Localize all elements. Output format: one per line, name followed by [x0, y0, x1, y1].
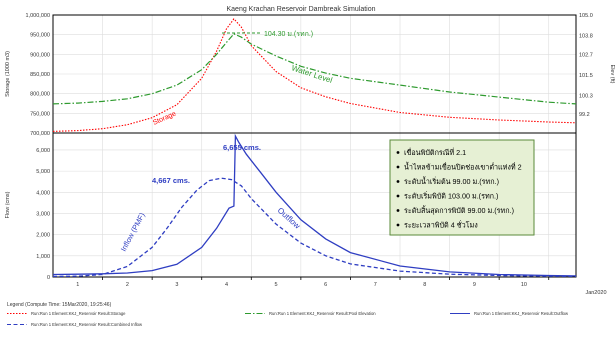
x-tick-label: 2 [126, 282, 129, 288]
bottom-y-tick-label: 6,000 [36, 148, 50, 154]
top-y-tick-label: 950,000 [30, 33, 50, 39]
top-y2-tick-label: 100.3 [579, 93, 593, 99]
peak-elevation-annotation: 104.30 ม.(รทก.) [264, 31, 313, 38]
bottom-y-tick-label: 5,000 [36, 169, 50, 175]
top-y2-axis-label: Elev (ft) [609, 65, 615, 84]
x-tick-label: 4 [225, 282, 228, 288]
top-y-tick-label: 750,000 [30, 111, 50, 117]
top-y2-tick-label: 102.7 [579, 52, 593, 58]
x-tick-label: 10 [521, 282, 527, 288]
inflow-peak-label: 4,667 cms. [152, 176, 190, 185]
top-y-tick-label: 800,000 [30, 92, 50, 98]
info-item: ระดับน้ำเริ่มต้น 99.00 ม.(รทก.) [404, 176, 499, 186]
info-bullet [397, 180, 400, 183]
top-y2-tick-label: 103.8 [579, 34, 593, 40]
top-y2-tick-label: 105.0 [579, 13, 593, 19]
bottom-y-tick-label: 2,000 [36, 233, 50, 239]
scenario-info-box: เขื่อนพิบัติกรณีที่ 2.1 น้ำไหลข้ามเขื่อนป… [390, 140, 534, 235]
top-y-tick-label: 700,000 [30, 131, 50, 137]
top-y-tick-label: 900,000 [30, 52, 50, 58]
bottom-y-tick-label: 1,000 [36, 254, 50, 260]
x-tick-label: 1 [76, 282, 79, 288]
legend-entry: Run:Run 1 Element:KKJ_Reservoir Result:O… [474, 311, 569, 316]
x-tick-label: 5 [275, 282, 278, 288]
bottom-y-tick-label: 4,000 [36, 190, 50, 196]
legend-entry: Run:Run 1 Element:KKJ_Reservoir Result:C… [31, 322, 143, 327]
legend-header: Legend (Compute Time: 15Mar2020, 19:25:4… [7, 302, 112, 308]
top-y2-tick-label: 99.2 [579, 112, 590, 118]
bottom-y-tick-label: 0 [47, 275, 50, 281]
info-bullet [397, 195, 400, 198]
info-item: ระดับเริ่มพิบัติ 103.00 ม.(รทก.) [404, 192, 498, 201]
x-tick-label: 9 [473, 282, 476, 288]
info-bullet [397, 151, 400, 154]
legend-entry: Run:Run 1 Element:KKJ_Reservoir Result:P… [269, 311, 376, 316]
top-y-tick-label: 850,000 [30, 72, 50, 78]
x-tick-label: 3 [175, 282, 178, 288]
info-item: น้ำไหลข้ามเขื่อนปิดช่องเขาต่ำแห่งที่ 2 [404, 162, 522, 172]
info-bullet [397, 209, 400, 212]
legend-entry: Run:Run 1 Element:KKJ_Reservoir Result:S… [31, 311, 126, 316]
x-tick-label: 8 [423, 282, 426, 288]
bottom-y-axis-label: Flow (cms) [5, 191, 11, 218]
top-y-axis-label: Storage (1000 m3) [5, 51, 11, 97]
info-item: เขื่อนพิบัติกรณีที่ 2.1 [404, 148, 466, 157]
top-y2-tick-label: 101.5 [579, 73, 593, 79]
top-y-tick-label: 1,000,000 [26, 13, 50, 19]
bottom-y-tick-label: 3,000 [36, 211, 50, 217]
info-bullet [397, 166, 400, 169]
x-tick-label: 7 [374, 282, 377, 288]
x-axis-date-label: Jan2020 [585, 290, 606, 296]
x-tick-label: 6 [324, 282, 327, 288]
info-item: ระดับสิ้นสุดการพิบัติ 99.00 ม.(รทก.) [404, 205, 514, 215]
chart-title: Kaeng Krachan Reservoir Dambreak Simulat… [226, 6, 375, 13]
info-bullet [397, 224, 400, 227]
outflow-peak-label: 6,655 cms. [223, 143, 261, 152]
info-item: ระยะเวลาพิบัติ 4 ชั่วโมง [404, 221, 478, 230]
